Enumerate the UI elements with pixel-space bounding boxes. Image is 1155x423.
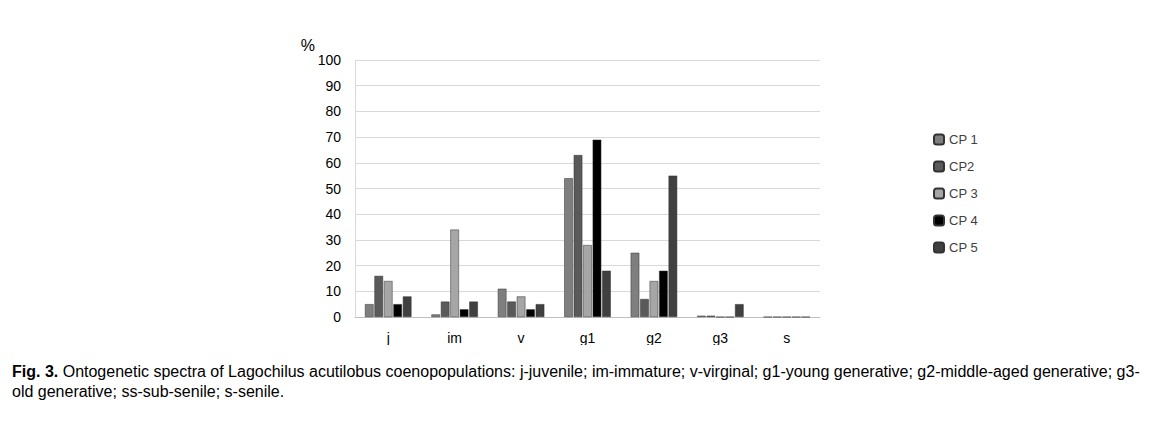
svg-text:30: 30	[325, 232, 341, 248]
svg-text:CP 4: CP 4	[949, 213, 978, 228]
svg-text:g2: g2	[646, 330, 662, 345]
svg-text:CP 3: CP 3	[949, 186, 978, 201]
svg-text:g1: g1	[580, 330, 596, 345]
svg-text:%: %	[301, 37, 315, 54]
svg-text:s: s	[783, 330, 790, 345]
svg-text:0: 0	[333, 309, 341, 325]
svg-text:j: j	[386, 330, 390, 345]
svg-text:60: 60	[325, 155, 341, 171]
svg-text:v: v	[518, 330, 525, 345]
svg-text:CP 1: CP 1	[949, 132, 978, 147]
svg-text:100: 100	[318, 52, 342, 68]
svg-text:CP 5: CP 5	[949, 240, 978, 255]
svg-text:g3: g3	[713, 330, 729, 345]
svg-text:40: 40	[325, 206, 341, 222]
svg-text:80: 80	[325, 103, 341, 119]
svg-text:90: 90	[325, 78, 341, 94]
svg-text:50: 50	[325, 181, 341, 197]
svg-text:20: 20	[325, 258, 341, 274]
svg-text:70: 70	[325, 129, 341, 145]
svg-text:im: im	[447, 330, 462, 345]
svg-text:CP2: CP2	[949, 159, 974, 174]
html-text:Fig. 3. Ontogenetic spectra of: Fig. 3. Ontogenetic spectra of Lagochilu…	[12, 363, 1140, 400]
svg-text:10: 10	[325, 283, 341, 299]
